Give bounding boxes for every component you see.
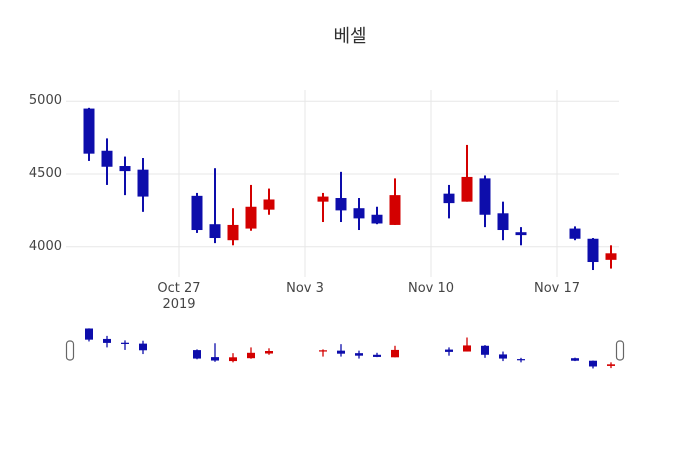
candle-body-oct23[interactable] — [101, 150, 113, 167]
mini-candle-body-nov11 — [445, 349, 453, 352]
candle-body-oct29[interactable] — [209, 224, 221, 239]
candle-body-nov8[interactable] — [389, 195, 401, 225]
candle-body-oct24[interactable] — [119, 166, 131, 172]
mini-candle-body-oct30 — [229, 357, 237, 362]
x-tick-label-nov10: Nov 10 — [386, 281, 476, 297]
candle-body-nov12[interactable] — [461, 176, 473, 202]
candle-body-nov14[interactable] — [497, 213, 509, 231]
mini-candle-body-nov1 — [265, 351, 273, 354]
x-tick-label-oct27: Oct 27 2019 — [134, 281, 224, 313]
candle-body-nov13[interactable] — [479, 178, 491, 215]
rangeslider-left-handle[interactable] — [65, 340, 75, 361]
mini-candle-body-nov18 — [571, 358, 579, 361]
y-tick-label-5000: 5000 — [28, 93, 62, 108]
mini-candle-body-nov13 — [481, 345, 489, 355]
main-candles — [83, 107, 617, 271]
candle-body-oct22[interactable] — [83, 108, 95, 154]
mini-candle-body-nov20 — [607, 364, 615, 366]
candle-body-oct30[interactable] — [227, 224, 239, 241]
mini-candle-body-nov5 — [337, 350, 345, 354]
mini-candle-body-nov4 — [319, 350, 327, 352]
mini-candle-body-nov12 — [463, 345, 471, 352]
x-tick-label-nov17: Nov 17 — [512, 281, 602, 297]
mini-candle-body-oct24 — [121, 342, 129, 344]
candle-body-oct28[interactable] — [191, 195, 203, 231]
candle-body-nov15[interactable] — [515, 232, 527, 236]
mini-candle-body-oct22 — [85, 328, 93, 340]
rangeslider-right-handle[interactable] — [615, 340, 625, 361]
mini-candle-body-nov8 — [391, 349, 399, 358]
candle-body-oct31[interactable] — [245, 206, 257, 229]
mini-candle-body-oct25 — [139, 343, 147, 351]
y-tick-label-4000: 4000 — [28, 239, 62, 254]
x-tick-label-date: Nov 17 — [533, 281, 581, 296]
plot-area[interactable] — [66, 90, 619, 277]
candle-body-oct25[interactable] — [137, 169, 149, 197]
x-tick-label-date: Oct 27 — [157, 281, 201, 296]
mini-candle-body-nov7 — [373, 354, 381, 357]
candle-body-nov19[interactable] — [587, 238, 599, 263]
candle-body-nov6[interactable] — [353, 208, 365, 219]
mini-candle-body-nov19 — [589, 360, 597, 367]
mini-candle-body-nov6 — [355, 353, 363, 356]
candle-body-nov1[interactable] — [263, 199, 275, 210]
candle-body-nov5[interactable] — [335, 198, 347, 211]
candle-body-nov18[interactable] — [569, 228, 581, 239]
candle-body-nov11[interactable] — [443, 193, 455, 204]
mini-candle-body-oct31 — [247, 352, 255, 359]
mini-candle-body-oct23 — [103, 338, 111, 343]
mini-candle-body-nov15 — [517, 359, 525, 361]
rangeslider-mini-chart — [85, 328, 615, 369]
gridlines — [66, 90, 619, 277]
mini-candle-body-oct29 — [211, 357, 219, 361]
x-tick-label-date: Nov 3 — [286, 281, 324, 296]
y-tick-label-4500: 4500 — [28, 166, 62, 181]
x-tick-label-nov3: Nov 3 — [260, 281, 350, 297]
candle-body-nov7[interactable] — [371, 214, 383, 224]
mini-candle-body-nov14 — [499, 354, 507, 359]
rangeslider-track[interactable] — [66, 325, 619, 375]
x-tick-label-date: Nov 10 — [407, 281, 455, 296]
candle-body-nov20[interactable] — [605, 253, 617, 260]
chart-title: 베셀 — [333, 26, 367, 47]
candle-body-nov4[interactable] — [317, 196, 329, 202]
x-tick-label-year: 2019 — [162, 297, 196, 312]
mini-candle-body-oct28 — [193, 350, 201, 359]
